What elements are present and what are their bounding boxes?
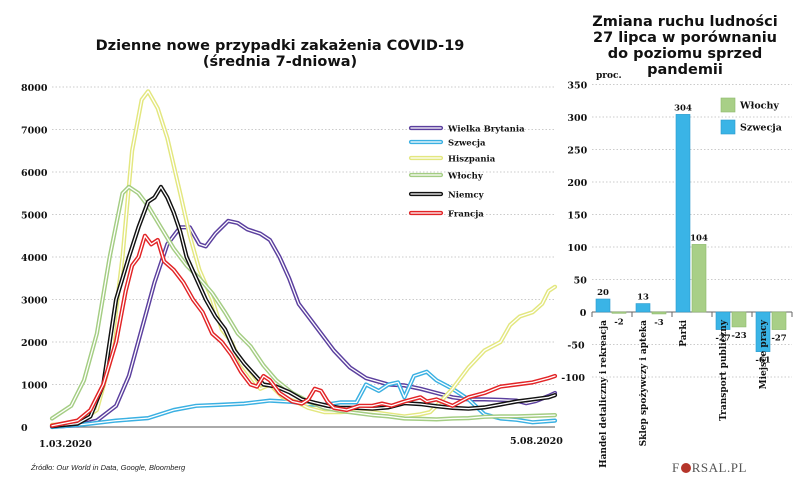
- x-tick-label: 5.08.2020: [510, 436, 563, 447]
- series-line-inner: [51, 371, 556, 428]
- y-tick-label: 7000: [21, 126, 48, 137]
- bar-szwecja: [715, 311, 731, 330]
- y-tick-label: 1000: [21, 381, 48, 392]
- data-label: -61: [755, 356, 770, 366]
- legend-swatch: [720, 97, 736, 113]
- bar-chart-title-line-3: do poziomu sprzed pandemii: [607, 46, 763, 78]
- bar-chart-title-line-2: 27 lipca w porównaniu: [593, 30, 777, 46]
- legend-label: Francja: [448, 210, 484, 220]
- line-chart-title-main: Dzienne nowe przypadki zakażenia COVID-1…: [95, 38, 465, 54]
- series-line-inner: [51, 220, 556, 428]
- logo-suffix: RSAL.PL: [691, 460, 747, 475]
- bar-chart-title-line-1: Zmiana ruchu ludności: [592, 14, 778, 30]
- data-label: -27: [715, 334, 730, 344]
- legend-label: Wielka Brytania: [447, 125, 525, 135]
- data-label: -3: [654, 318, 664, 328]
- bar-legend: Włochy Szwecja: [720, 97, 782, 135]
- y-tick-label: 0: [21, 423, 28, 434]
- bar-włochy: [771, 311, 787, 330]
- category-label: Transport publiczny: [719, 319, 729, 421]
- bar-szwecja: [675, 114, 691, 313]
- source-note: Źródło: Our World in Data, Google, Bloom…: [31, 463, 186, 472]
- series-wielka-brytania: [49, 218, 558, 429]
- data-label: -23: [731, 331, 746, 341]
- legend-label: Włochy: [447, 172, 484, 182]
- y-tick-label: 100: [567, 243, 587, 254]
- legend-label: Szwecja: [740, 123, 782, 134]
- y-tick-label: 8000: [21, 83, 48, 94]
- y-tick-label: 300: [567, 113, 587, 124]
- series-line-inner: [51, 186, 556, 421]
- forsal-logo: F RSAL.PL: [672, 460, 747, 476]
- category-label: Sklep spożywczy i apteka: [639, 320, 649, 447]
- legend-label: Włochy: [739, 101, 779, 112]
- y-tick-label: 5000: [21, 211, 48, 222]
- data-label: 13: [637, 293, 649, 303]
- data-label: 20: [597, 288, 609, 298]
- y-tick-label: 50: [574, 276, 588, 287]
- series-szwecja: [49, 369, 558, 430]
- line-legend: Wielka Brytania Szwecja Hiszpania Włochy Nie…: [408, 125, 525, 220]
- x-tick-label: 1.03.2020: [39, 439, 92, 450]
- bar-włochy: [691, 244, 707, 313]
- legend-label: Szwecja: [448, 139, 486, 149]
- y-tick-label: 0: [580, 308, 587, 319]
- logo-mark-icon: [680, 463, 691, 473]
- line-chart-subtitle: (średnia 7-dniowa): [202, 54, 358, 70]
- bar-szwecja: [595, 298, 611, 313]
- y-tick-label: 150: [567, 211, 587, 222]
- y-tick-label: 6000: [21, 168, 48, 179]
- data-label: 304: [674, 103, 692, 113]
- line-chart-title: Dzienne nowe przypadki zakażenia COVID-1…: [60, 38, 500, 70]
- y-tick-label: 250: [567, 146, 587, 157]
- bar-włochy: [731, 311, 747, 328]
- category-label: Parki: [679, 319, 689, 346]
- data-label: 104: [690, 233, 708, 243]
- y-tick-label: -50: [567, 341, 585, 352]
- y-tick-label: -100: [561, 373, 585, 384]
- y-tick-label: 200: [567, 178, 587, 189]
- series-line-inner: [51, 186, 556, 427]
- series-francja: [49, 233, 558, 428]
- category-label: Miejsce pracy: [759, 319, 769, 389]
- y-tick-label: 350: [567, 81, 587, 92]
- data-label: -2: [614, 317, 624, 327]
- category-label: Handel detaliczny i rekreacja: [599, 320, 609, 468]
- series-line-inner: [51, 235, 556, 427]
- bar-chart-title: Zmiana ruchu ludności 27 lipca w porówna…: [575, 14, 795, 78]
- bar-włochy: [611, 311, 627, 314]
- y-tick-label: 4000: [21, 253, 48, 264]
- y-tick-label: 3000: [21, 296, 48, 307]
- legend-label: Hiszpania: [448, 155, 496, 165]
- bar-włochy: [651, 311, 667, 315]
- y-tick-label: 2000: [21, 338, 48, 349]
- logo-prefix: F: [672, 460, 680, 475]
- data-label: -27: [771, 334, 786, 344]
- legend-label: Niemcy: [448, 191, 485, 201]
- bar-szwecja: [755, 311, 771, 352]
- legend-swatch: [720, 119, 736, 135]
- bar-szwecja: [635, 303, 651, 313]
- series-włochy: [49, 184, 558, 422]
- series-niemcy: [49, 184, 558, 429]
- y-axis-label: proc.: [596, 71, 622, 81]
